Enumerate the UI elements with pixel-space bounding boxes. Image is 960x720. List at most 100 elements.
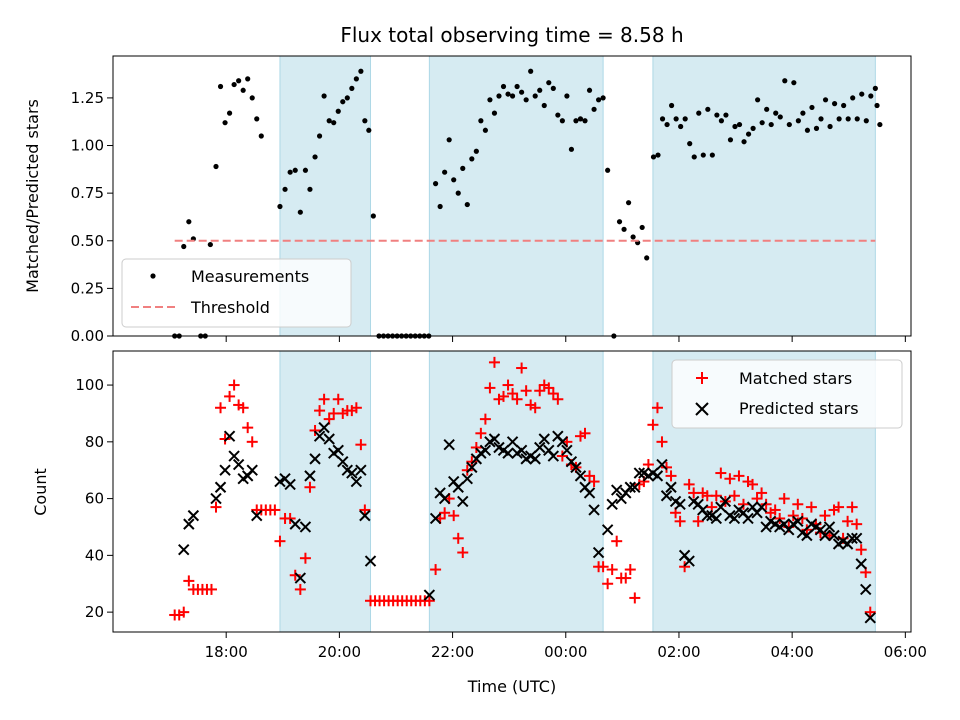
measurement-point-79 (555, 112, 561, 118)
x-axis-label: Time (UTC) (467, 677, 556, 696)
predicted-point-62 (556, 436, 569, 448)
measurement-point-89 (600, 95, 606, 101)
bottom-x-tick-label-4: 02:00 (657, 643, 700, 661)
matched-point-100 (629, 592, 641, 604)
measurement-point-118 (736, 121, 743, 128)
measurement-point-94 (625, 200, 632, 206)
matched-point-67 (479, 413, 491, 425)
matched-point-55 (423, 595, 435, 607)
measurement-point-53 (437, 203, 443, 210)
predicted-point-5 (219, 464, 231, 476)
measurement-point-18 (258, 133, 264, 139)
matched-point-72 (502, 379, 514, 391)
matched-point-122 (728, 490, 740, 502)
top-legend-box (121, 258, 352, 328)
measurement-point-69 (509, 93, 516, 99)
matched-point-78 (529, 402, 541, 414)
measurement-point-76 (541, 102, 547, 109)
predicted-point-78 (633, 467, 646, 479)
matched-point-105 (651, 402, 663, 414)
matched-point-118 (710, 490, 722, 502)
predicted-point-63 (561, 444, 573, 457)
predicted-point-47 (488, 433, 501, 445)
measurement-point-104 (673, 116, 679, 122)
predicted-point-45 (479, 444, 492, 457)
matched-point-56 (430, 564, 442, 576)
predicted-point-126 (850, 532, 863, 545)
bottom-x-tick-label-1: 20:00 (318, 643, 361, 661)
measurement-point-81 (564, 93, 570, 99)
predicted-point-36 (438, 492, 451, 505)
matched-point-149 (851, 518, 863, 530)
matched-point-121 (724, 473, 736, 485)
measurement-point-148 (872, 85, 878, 91)
predicted-point-56 (529, 453, 541, 465)
measurement-point-144 (854, 116, 860, 122)
measurement-point-133 (804, 127, 811, 133)
predicted-point-129 (864, 612, 876, 624)
predicted-point-95 (710, 512, 723, 525)
bottom-shaded-span-0 (279, 350, 372, 633)
predicted-point-15 (284, 478, 296, 491)
measurement-point-24 (302, 167, 309, 173)
measurement-point-39 (370, 213, 376, 219)
predicted-point-119 (819, 529, 831, 542)
matched-point-74 (511, 393, 523, 405)
measurement-point-140 (836, 116, 842, 122)
measurement-point-71 (519, 89, 525, 95)
matched-point-112 (683, 478, 695, 490)
measurement-point-19 (277, 203, 283, 210)
top-y-ticks: 0.00 0.25 0.50 0.75 1.00 1.25 (71, 89, 113, 345)
matched-point-142 (819, 510, 831, 522)
matched-point-132 (774, 512, 786, 524)
top-y-tick-label-4: 1.00 (71, 137, 104, 155)
matched-point-10 (215, 402, 227, 414)
predicted-point-4 (214, 481, 227, 493)
measurement-point-57 (455, 190, 461, 196)
predicted-point-29 (350, 475, 363, 488)
matched-point-128 (756, 487, 768, 499)
measurement-point-56 (451, 177, 457, 183)
measurement-point-35 (353, 76, 359, 82)
top-shaded-spans (279, 55, 876, 337)
matched-point-23 (274, 535, 286, 547)
measurement-point-17 (254, 116, 260, 122)
bottom-x-tick-label-5: 04:00 (771, 643, 814, 661)
matched-point-83 (552, 393, 564, 405)
matched-point-131 (769, 504, 781, 516)
predicted-point-30 (355, 464, 367, 476)
matched-point-79 (534, 385, 546, 397)
measurement-point-120 (745, 131, 752, 137)
measurement-point-130 (791, 80, 797, 86)
measurement-point-15 (245, 76, 251, 82)
matched-point-75 (516, 362, 528, 374)
legend-matched-label: Matched stars (739, 369, 852, 388)
measurement-point-16 (249, 95, 255, 101)
measurement-point-12 (231, 81, 237, 88)
matched-point-104 (647, 419, 659, 431)
matched-point-148 (846, 501, 858, 513)
measurement-point-70 (514, 83, 520, 90)
measurement-point-9 (217, 83, 224, 90)
matched-point-25 (284, 512, 296, 524)
predicted-point-115 (801, 529, 813, 542)
measurement-point-10 (222, 120, 228, 126)
matched-point-2 (178, 606, 190, 618)
measurement-point-138 (827, 123, 833, 130)
predicted-point-120 (823, 521, 836, 533)
matched-point-60 (448, 510, 460, 522)
predicted-point-16 (289, 518, 301, 530)
matched-point-124 (737, 498, 749, 510)
measurement-point-54 (442, 169, 448, 175)
predicted-point-40 (457, 495, 469, 508)
measurement-point-31 (335, 108, 341, 114)
matched-point-126 (747, 478, 759, 490)
predicted-point-8 (232, 458, 245, 471)
predicted-point-51 (506, 436, 519, 448)
measurement-point-28 (321, 93, 327, 99)
measurement-point-142 (845, 116, 851, 122)
matched-point-93 (597, 561, 609, 573)
predicted-point-71 (601, 524, 614, 536)
predicted-point-68 (583, 487, 596, 499)
measurement-point-83 (573, 118, 579, 124)
